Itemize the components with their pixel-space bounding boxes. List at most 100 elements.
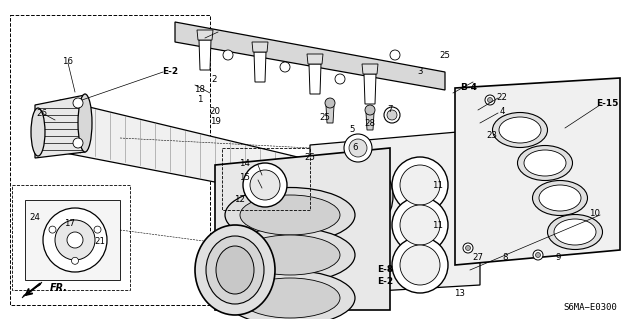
Text: 27: 27 (472, 254, 483, 263)
Circle shape (250, 170, 280, 200)
Text: 14: 14 (239, 159, 250, 167)
Circle shape (55, 220, 95, 260)
Ellipse shape (554, 219, 596, 245)
Circle shape (365, 105, 375, 115)
Ellipse shape (547, 214, 602, 249)
Text: 19: 19 (209, 117, 220, 127)
Polygon shape (25, 200, 120, 280)
Text: 16: 16 (63, 57, 74, 66)
Polygon shape (175, 22, 445, 90)
Polygon shape (455, 78, 620, 265)
Ellipse shape (377, 177, 393, 215)
Text: 21: 21 (95, 238, 106, 247)
Text: 17: 17 (65, 219, 76, 227)
Circle shape (400, 245, 440, 285)
Circle shape (390, 50, 400, 60)
Text: 1: 1 (197, 95, 203, 105)
Ellipse shape (532, 181, 588, 216)
Circle shape (392, 157, 448, 213)
Text: 23: 23 (486, 130, 497, 139)
Text: 5: 5 (349, 125, 355, 135)
Text: 7: 7 (387, 106, 393, 115)
Circle shape (536, 253, 541, 257)
Polygon shape (307, 54, 323, 64)
Polygon shape (366, 113, 374, 130)
Text: E-2: E-2 (162, 68, 178, 77)
Circle shape (344, 134, 372, 162)
Circle shape (392, 237, 448, 293)
Circle shape (67, 232, 83, 248)
Polygon shape (252, 42, 268, 52)
Polygon shape (60, 100, 385, 215)
Circle shape (400, 165, 440, 205)
Ellipse shape (195, 225, 275, 315)
Text: 12: 12 (234, 196, 246, 204)
Circle shape (400, 205, 440, 245)
Polygon shape (22, 282, 42, 298)
Circle shape (488, 98, 493, 102)
Circle shape (49, 226, 56, 233)
Ellipse shape (240, 278, 340, 318)
Text: 26: 26 (36, 108, 47, 117)
Ellipse shape (493, 113, 547, 147)
Ellipse shape (225, 188, 355, 242)
Circle shape (463, 243, 473, 253)
Circle shape (94, 226, 101, 233)
Circle shape (325, 98, 335, 108)
Text: 24: 24 (29, 213, 40, 222)
Ellipse shape (240, 235, 340, 275)
Ellipse shape (524, 150, 566, 176)
Ellipse shape (499, 117, 541, 143)
Ellipse shape (539, 185, 581, 211)
Polygon shape (362, 64, 378, 74)
Text: 4: 4 (499, 108, 505, 116)
Text: E-15: E-15 (596, 100, 618, 108)
Text: 25: 25 (305, 153, 316, 162)
Text: 6: 6 (352, 144, 358, 152)
Text: 28: 28 (365, 118, 376, 128)
Polygon shape (197, 30, 213, 40)
Circle shape (223, 50, 233, 60)
Ellipse shape (518, 145, 573, 181)
Ellipse shape (225, 271, 355, 319)
Polygon shape (326, 106, 334, 123)
Circle shape (243, 163, 287, 207)
Text: FR.: FR. (50, 283, 68, 293)
Polygon shape (199, 40, 211, 70)
Circle shape (72, 257, 79, 264)
Circle shape (43, 208, 107, 272)
Ellipse shape (78, 94, 92, 152)
Text: 8: 8 (502, 254, 508, 263)
Polygon shape (215, 148, 390, 310)
Text: 10: 10 (589, 209, 600, 218)
Polygon shape (364, 74, 376, 104)
Circle shape (465, 246, 470, 250)
Circle shape (335, 74, 345, 84)
Text: 25: 25 (319, 114, 330, 122)
Text: 25: 25 (440, 50, 451, 60)
Text: 9: 9 (556, 254, 561, 263)
Polygon shape (309, 64, 321, 94)
Text: B-4: B-4 (461, 84, 477, 93)
Ellipse shape (206, 236, 264, 304)
Text: E-8: E-8 (377, 265, 393, 275)
Circle shape (387, 110, 397, 120)
Circle shape (485, 95, 495, 105)
Text: 15: 15 (239, 174, 250, 182)
Circle shape (349, 139, 367, 157)
Text: S6MA−E0300: S6MA−E0300 (563, 303, 617, 313)
Text: 11: 11 (433, 181, 444, 189)
Ellipse shape (225, 227, 355, 283)
Circle shape (73, 138, 83, 148)
Polygon shape (254, 52, 266, 82)
Circle shape (533, 250, 543, 260)
Ellipse shape (240, 195, 340, 235)
Circle shape (73, 98, 83, 108)
Text: 13: 13 (454, 288, 465, 298)
Text: 2: 2 (211, 75, 217, 84)
Circle shape (392, 197, 448, 253)
Text: 22: 22 (497, 93, 508, 101)
Circle shape (384, 107, 400, 123)
Circle shape (280, 62, 290, 72)
Ellipse shape (216, 246, 254, 294)
